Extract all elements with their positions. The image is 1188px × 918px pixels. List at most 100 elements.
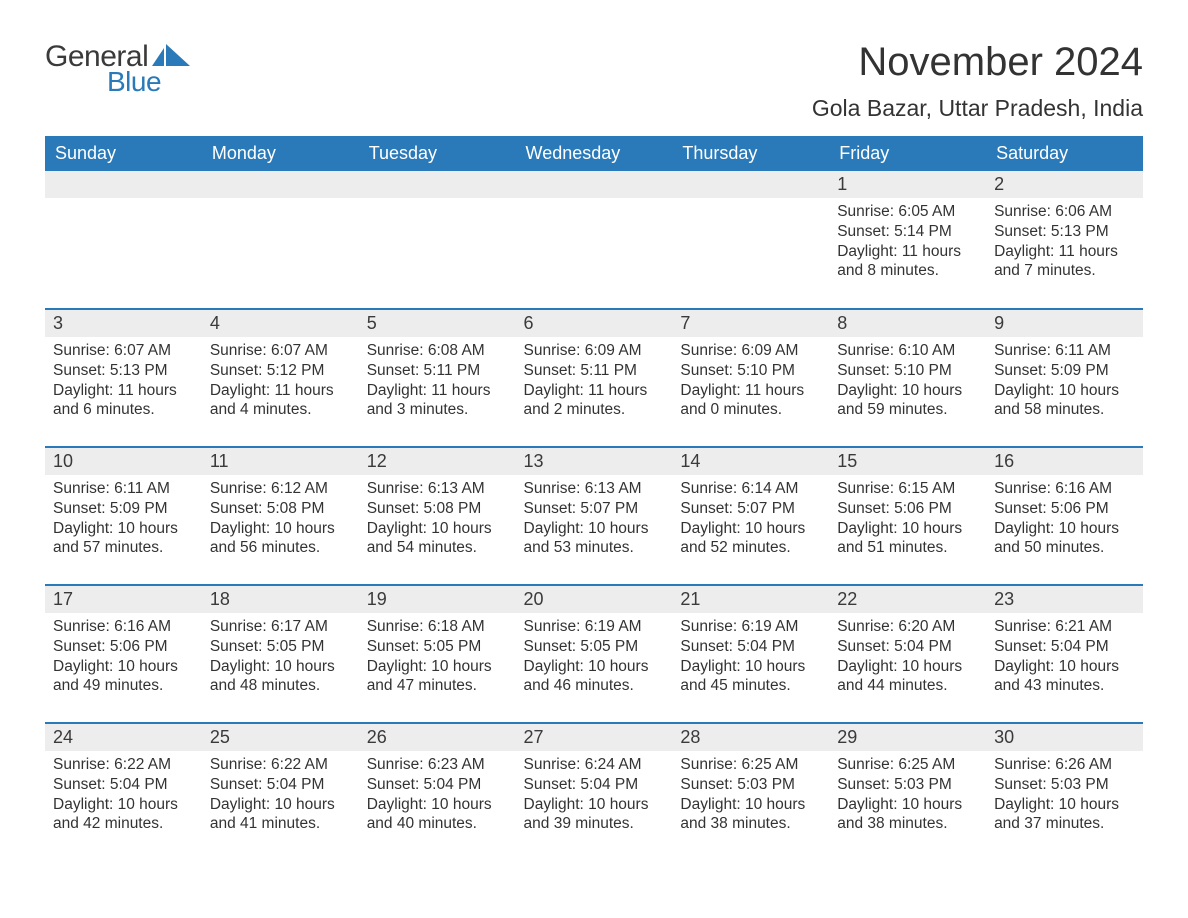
day-ss: Sunset: 5:07 PM [524,499,665,519]
day-number: 12 [359,448,516,475]
day-details: Sunrise: 6:13 AMSunset: 5:08 PMDaylight:… [359,475,516,566]
day-sr: Sunrise: 6:21 AM [994,617,1135,637]
weekday-header: Tuesday [359,136,516,171]
day-dl1: Daylight: 11 hours [994,242,1135,262]
day-dl1: Daylight: 10 hours [53,519,194,539]
day-number: 28 [672,724,829,751]
day-ss: Sunset: 5:04 PM [994,637,1135,657]
calendar-cell: 25Sunrise: 6:22 AMSunset: 5:04 PMDayligh… [202,723,359,861]
day-dl2: and 7 minutes. [994,261,1135,281]
day-number: 2 [986,171,1143,198]
day-dl2: and 43 minutes. [994,676,1135,696]
day-number: 18 [202,586,359,613]
day-number [359,171,516,198]
day-dl2: and 2 minutes. [524,400,665,420]
calendar-week-row: 24Sunrise: 6:22 AMSunset: 5:04 PMDayligh… [45,723,1143,861]
day-number [45,171,202,198]
day-dl2: and 37 minutes. [994,814,1135,834]
calendar-table: SundayMondayTuesdayWednesdayThursdayFrid… [45,136,1143,861]
day-number: 30 [986,724,1143,751]
day-ss: Sunset: 5:03 PM [994,775,1135,795]
calendar-cell [672,171,829,309]
calendar-cell: 7Sunrise: 6:09 AMSunset: 5:10 PMDaylight… [672,309,829,447]
day-number: 14 [672,448,829,475]
day-dl1: Daylight: 10 hours [837,795,978,815]
day-dl1: Daylight: 11 hours [837,242,978,262]
day-sr: Sunrise: 6:11 AM [53,479,194,499]
day-dl1: Daylight: 10 hours [994,657,1135,677]
day-ss: Sunset: 5:09 PM [994,361,1135,381]
calendar-cell: 6Sunrise: 6:09 AMSunset: 5:11 PMDaylight… [516,309,673,447]
day-ss: Sunset: 5:05 PM [210,637,351,657]
day-number: 5 [359,310,516,337]
day-dl1: Daylight: 10 hours [210,657,351,677]
day-details: Sunrise: 6:08 AMSunset: 5:11 PMDaylight:… [359,337,516,428]
day-details: Sunrise: 6:19 AMSunset: 5:04 PMDaylight:… [672,613,829,704]
day-number: 15 [829,448,986,475]
day-number: 21 [672,586,829,613]
day-ss: Sunset: 5:13 PM [53,361,194,381]
day-details: Sunrise: 6:22 AMSunset: 5:04 PMDaylight:… [45,751,202,842]
day-dl2: and 51 minutes. [837,538,978,558]
day-dl1: Daylight: 10 hours [680,657,821,677]
day-sr: Sunrise: 6:20 AM [837,617,978,637]
day-dl2: and 46 minutes. [524,676,665,696]
calendar-cell: 15Sunrise: 6:15 AMSunset: 5:06 PMDayligh… [829,447,986,585]
day-details: Sunrise: 6:10 AMSunset: 5:10 PMDaylight:… [829,337,986,428]
day-number: 1 [829,171,986,198]
month-title: November 2024 [812,40,1143,85]
day-dl1: Daylight: 10 hours [524,795,665,815]
day-dl2: and 45 minutes. [680,676,821,696]
day-sr: Sunrise: 6:15 AM [837,479,978,499]
day-dl1: Daylight: 11 hours [53,381,194,401]
day-number: 9 [986,310,1143,337]
day-sr: Sunrise: 6:22 AM [210,755,351,775]
day-sr: Sunrise: 6:11 AM [994,341,1135,361]
calendar-cell: 30Sunrise: 6:26 AMSunset: 5:03 PMDayligh… [986,723,1143,861]
day-sr: Sunrise: 6:25 AM [680,755,821,775]
header: General Blue November 2024 Gola Bazar, U… [45,40,1143,130]
day-dl2: and 0 minutes. [680,400,821,420]
calendar-cell: 17Sunrise: 6:16 AMSunset: 5:06 PMDayligh… [45,585,202,723]
day-details: Sunrise: 6:25 AMSunset: 5:03 PMDaylight:… [829,751,986,842]
day-dl1: Daylight: 10 hours [994,381,1135,401]
day-details: Sunrise: 6:21 AMSunset: 5:04 PMDaylight:… [986,613,1143,704]
weekday-header: Sunday [45,136,202,171]
day-dl2: and 4 minutes. [210,400,351,420]
day-details: Sunrise: 6:22 AMSunset: 5:04 PMDaylight:… [202,751,359,842]
day-dl2: and 38 minutes. [837,814,978,834]
day-sr: Sunrise: 6:19 AM [680,617,821,637]
day-details: Sunrise: 6:05 AMSunset: 5:14 PMDaylight:… [829,198,986,289]
day-number: 11 [202,448,359,475]
day-details: Sunrise: 6:09 AMSunset: 5:11 PMDaylight:… [516,337,673,428]
calendar-cell: 3Sunrise: 6:07 AMSunset: 5:13 PMDaylight… [45,309,202,447]
day-ss: Sunset: 5:10 PM [837,361,978,381]
day-sr: Sunrise: 6:05 AM [837,202,978,222]
day-sr: Sunrise: 6:17 AM [210,617,351,637]
day-details: Sunrise: 6:19 AMSunset: 5:05 PMDaylight:… [516,613,673,704]
day-ss: Sunset: 5:12 PM [210,361,351,381]
day-sr: Sunrise: 6:06 AM [994,202,1135,222]
day-dl2: and 49 minutes. [53,676,194,696]
day-number [672,171,829,198]
weekday-header: Saturday [986,136,1143,171]
day-number [202,171,359,198]
day-number: 19 [359,586,516,613]
day-ss: Sunset: 5:04 PM [837,637,978,657]
day-dl2: and 44 minutes. [837,676,978,696]
day-ss: Sunset: 5:03 PM [680,775,821,795]
day-details: Sunrise: 6:07 AMSunset: 5:12 PMDaylight:… [202,337,359,428]
day-ss: Sunset: 5:08 PM [367,499,508,519]
day-number: 27 [516,724,673,751]
day-dl2: and 41 minutes. [210,814,351,834]
calendar-cell: 11Sunrise: 6:12 AMSunset: 5:08 PMDayligh… [202,447,359,585]
calendar-cell: 9 Sunrise: 6:11 AMSunset: 5:09 PMDaylight… [986,309,1143,447]
day-sr: Sunrise: 6:22 AM [53,755,194,775]
day-dl1: Daylight: 10 hours [210,519,351,539]
day-dl2: and 59 minutes. [837,400,978,420]
day-sr: Sunrise: 6:09 AM [524,341,665,361]
day-sr: Sunrise: 6:07 AM [210,341,351,361]
day-details: Sunrise: 6:15 AMSunset: 5:06 PMDaylight:… [829,475,986,566]
day-dl1: Daylight: 10 hours [680,519,821,539]
day-sr: Sunrise: 6:07 AM [53,341,194,361]
